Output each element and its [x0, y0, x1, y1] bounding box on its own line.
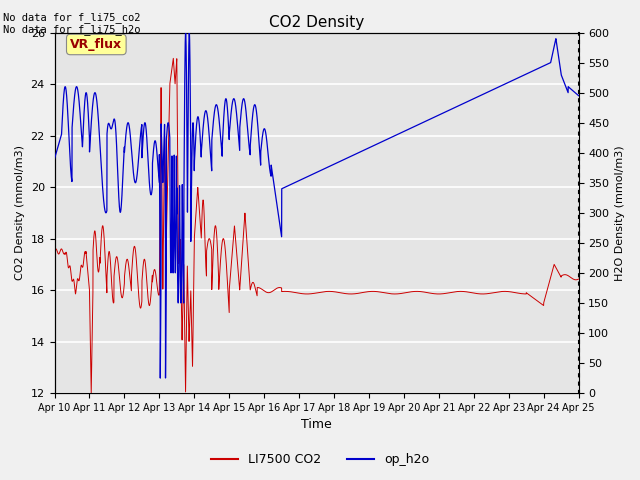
Y-axis label: H2O Density (mmol/m3): H2O Density (mmol/m3) [615, 145, 625, 281]
X-axis label: Time: Time [301, 419, 332, 432]
Text: No data for f_li75_co2
No data for f_li75_h2o: No data for f_li75_co2 No data for f_li7… [3, 12, 141, 36]
Title: CO2 Density: CO2 Density [269, 15, 364, 30]
Text: VR_flux: VR_flux [70, 38, 122, 51]
Y-axis label: CO2 Density (mmol/m3): CO2 Density (mmol/m3) [15, 145, 25, 280]
Legend: LI7500 CO2, op_h2o: LI7500 CO2, op_h2o [206, 448, 434, 471]
